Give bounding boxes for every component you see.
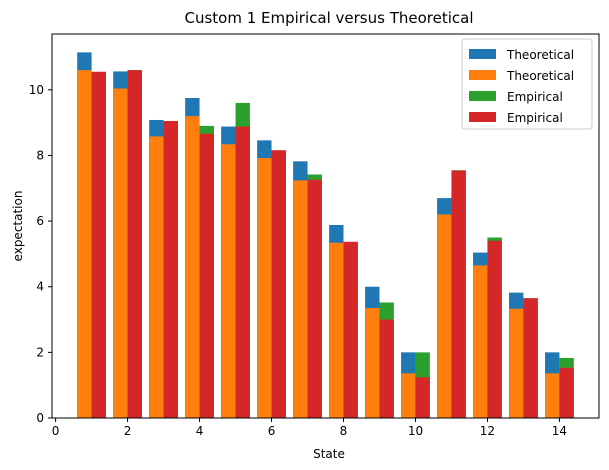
legend-swatch <box>469 70 496 80</box>
x-tick-label: 6 <box>268 424 276 438</box>
bar-s3-x1 <box>91 71 106 418</box>
chart-title: Custom 1 Empirical versus Theoretical <box>184 9 473 27</box>
bar-s3-x7 <box>307 179 322 418</box>
bar-s3-x8 <box>343 241 358 418</box>
bar-s1-x8 <box>329 242 344 418</box>
bar-s1-x12 <box>473 265 488 418</box>
x-axis: 0 2 4 6 8 10 12 14 <box>52 418 567 438</box>
y-axis-label: expectation <box>11 191 25 262</box>
bar-s3-x14 <box>559 367 574 418</box>
x-tick-label: 4 <box>196 424 204 438</box>
x-tick-label: 14 <box>552 424 567 438</box>
bar-s1-x13 <box>509 308 524 418</box>
x-tick-label: 0 <box>52 424 60 438</box>
legend-label: Empirical <box>507 111 563 125</box>
y-axis: 0 2 4 6 8 10 <box>29 83 52 425</box>
bar-s1-x4 <box>185 116 200 419</box>
x-axis-label: State <box>313 447 345 461</box>
bar-s3-x3 <box>163 120 178 418</box>
bar-s1-x10 <box>401 373 416 418</box>
bar-s1-x2 <box>113 88 128 418</box>
bar-s3-x2 <box>127 70 142 418</box>
y-tick-label: 6 <box>36 214 44 228</box>
bar-s3-x6 <box>271 150 286 418</box>
y-tick-label: 2 <box>36 345 44 359</box>
legend-swatch <box>469 91 496 101</box>
bar-s3-x4 <box>199 133 214 418</box>
bar-s3-x12 <box>487 240 502 418</box>
bar-s1-x11 <box>437 214 452 418</box>
x-tick-label: 12 <box>480 424 495 438</box>
legend-swatch <box>469 112 496 122</box>
bar-s3-x9 <box>379 319 394 418</box>
plot-frame <box>51 33 600 419</box>
x-tick-label: 8 <box>340 424 348 438</box>
legend-box <box>461 38 593 130</box>
legend: Theoretical Theoretical Empirical Empirical <box>461 38 593 130</box>
bar-s3-x5 <box>235 126 250 419</box>
x-tick-label: 2 <box>124 424 132 438</box>
bars-layer <box>77 52 574 419</box>
legend-label: Empirical <box>507 90 563 104</box>
bar-s1-x5 <box>221 144 236 418</box>
bar-s1-x9 <box>365 308 380 418</box>
bar-s1-x7 <box>293 180 308 418</box>
bar-s1-x1 <box>77 70 92 418</box>
y-tick-label: 8 <box>36 148 44 162</box>
bar-s3-x10 <box>415 377 430 418</box>
y-tick-label: 10 <box>29 83 44 97</box>
y-tick-label: 0 <box>36 411 44 425</box>
bar-s1-x3 <box>149 136 164 418</box>
legend-label: Theoretical <box>506 69 574 83</box>
bar-s3-x13 <box>523 298 538 418</box>
y-tick-label: 4 <box>36 280 44 294</box>
legend-label: Theoretical <box>506 48 574 62</box>
bar-s1-x6 <box>257 158 272 419</box>
x-tick-label: 10 <box>408 424 423 438</box>
bar-s3-x11 <box>451 170 466 418</box>
legend-swatch <box>469 49 496 59</box>
bar-s1-x14 <box>545 373 560 418</box>
